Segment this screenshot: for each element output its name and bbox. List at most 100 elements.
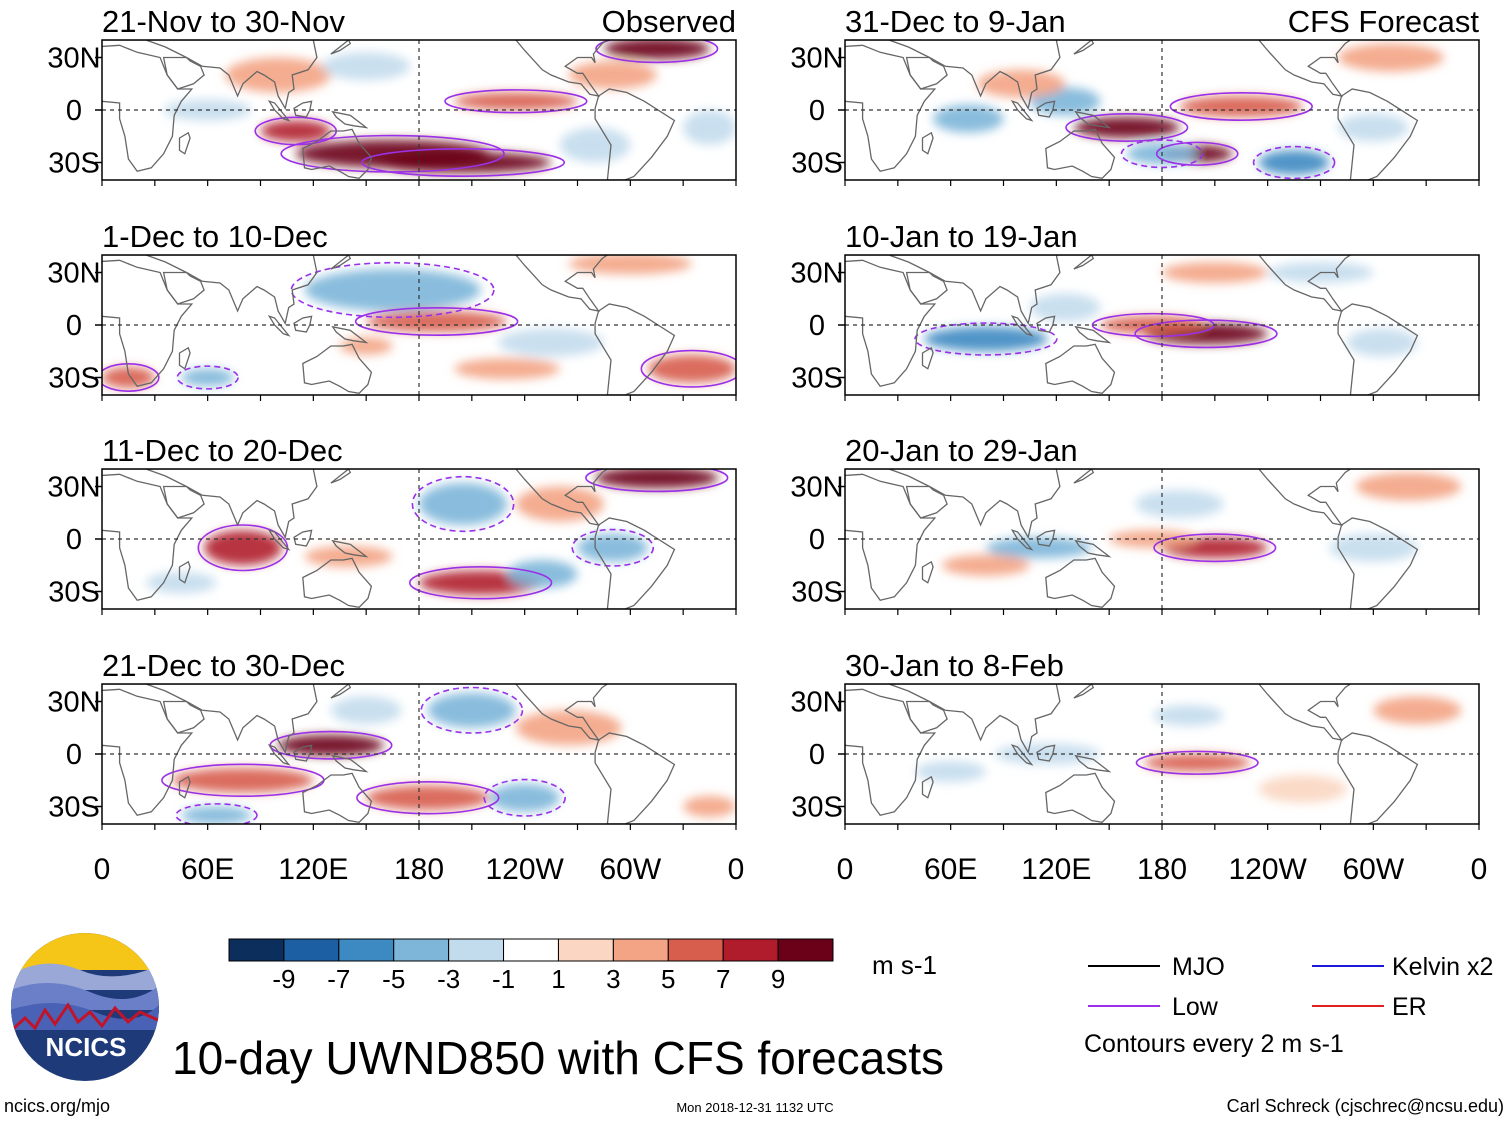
colorbar-swatch <box>393 938 450 962</box>
anomaly-blob <box>427 692 516 728</box>
coastline-namerica <box>1258 40 1352 97</box>
low-contour <box>356 781 500 815</box>
low-contour <box>354 307 519 336</box>
legend-label-mjo: MJO <box>1172 953 1225 981</box>
anomaly-field <box>102 255 736 388</box>
anomaly-blob <box>985 537 1092 559</box>
anomaly-blob <box>339 337 393 355</box>
x-tick-label: 60W <box>599 853 661 886</box>
coastline-madagascar <box>921 560 934 584</box>
coastline-africa <box>845 688 937 817</box>
coastline-sumatra <box>1010 744 1034 766</box>
y-tick-label: 30N <box>790 43 843 75</box>
coastline-namerica <box>1258 469 1352 526</box>
anomaly-blob <box>1346 328 1418 357</box>
coastline-newguinea <box>1074 325 1112 344</box>
panel-forecast-1: 30N 0 30S 10-Jan to 19-Jan <box>790 219 1480 401</box>
y-tick-label: 30N <box>47 258 100 290</box>
coastline-japan <box>1073 255 1095 270</box>
anomaly-blob <box>278 734 384 756</box>
anomaly-blob <box>683 796 736 817</box>
legend-label-kelvin: Kelvin x2 <box>1392 953 1493 981</box>
coastline-japan <box>1073 40 1095 55</box>
coastline-samerica <box>594 732 676 824</box>
low-contour <box>571 528 655 567</box>
low-contour <box>1252 145 1336 180</box>
coastline-eurasia <box>102 684 349 755</box>
panel-observed-2: 30N 0 30S 11-Dec to 20-Dec <box>47 433 737 615</box>
coastline-eurasia <box>102 469 349 540</box>
y-tick-label: 30S <box>48 363 100 395</box>
anomaly-blob <box>181 806 252 824</box>
column-label: Observed <box>602 4 736 39</box>
y-tick-label: 30S <box>48 792 100 824</box>
colorbar-tick-label: 5 <box>661 964 675 994</box>
coastline-madagascar <box>178 346 191 370</box>
coastline-namerica <box>515 469 609 526</box>
colorbar-tick-label: -9 <box>272 964 295 994</box>
coastline-madagascar <box>921 775 934 799</box>
coastline-japan <box>1073 684 1095 699</box>
anomaly-blob <box>1179 96 1303 117</box>
coastlines <box>102 684 676 824</box>
anomaly-blob <box>498 328 604 357</box>
x-tick-label: 60E <box>181 853 234 886</box>
column-label: CFS Forecast <box>1288 4 1480 39</box>
coastline-japan <box>330 469 352 484</box>
low-contour <box>1065 113 1189 142</box>
coastline-eurasia <box>102 255 349 326</box>
y-tick-label: 0 <box>809 310 825 342</box>
coastline-newguinea <box>331 325 369 344</box>
anomaly-blob <box>577 533 648 562</box>
coastline-namerica <box>515 255 609 312</box>
panel-observed-0: 30N 0 30S 21-Nov to 30-Nov Observed <box>47 4 737 186</box>
x-tick-label: 60W <box>1342 853 1404 886</box>
anomaly-blob <box>374 152 552 173</box>
y-tick-label: 30N <box>47 687 100 719</box>
y-tick-label: 30N <box>47 472 100 504</box>
x-tick-label: 60E <box>924 853 977 886</box>
anomaly-blob <box>304 269 481 311</box>
coastline-newguinea <box>1074 754 1112 773</box>
panel-period-label: 20-Jan to 29-Jan <box>845 433 1078 468</box>
low-contour <box>1155 141 1239 166</box>
coastline-sumatra <box>267 100 291 122</box>
colorbar-tick-label: 7 <box>716 964 730 994</box>
low-contour <box>595 40 719 64</box>
x-tick-label: 180 <box>394 853 444 886</box>
x-tick-label: 120E <box>1021 853 1091 886</box>
y-tick-label: 30S <box>791 148 843 180</box>
x-tick-label: 120E <box>278 853 348 886</box>
colorbar-swatch <box>338 938 395 962</box>
anomaly-blob <box>595 469 719 489</box>
ncics-logo: NCICS <box>11 933 159 1081</box>
y-tick-label: 0 <box>66 310 82 342</box>
colorbar: -9 -7 -5 -3 -1 1 3 5 7 9 <box>228 938 834 994</box>
coastline-namerica <box>515 40 609 97</box>
coastline-samerica <box>594 303 676 395</box>
low-contour <box>290 261 495 319</box>
low-contour <box>585 469 729 493</box>
coastline-borneo <box>293 744 313 762</box>
anomaly-blob <box>489 783 560 812</box>
anomaly-field <box>163 40 736 173</box>
anomaly-blob <box>1258 150 1330 175</box>
y-tick-label: 0 <box>809 739 825 771</box>
y-tick-label: 30S <box>791 363 843 395</box>
panels-group: 30N 0 30S 21-Nov to 30-Nov Observed 30N 0 30S 1-… <box>47 4 1480 830</box>
panel-period-label: 31-Dec to 9-Jan <box>845 4 1066 39</box>
footer-timestamp: Mon 2018-12-31 1132 UTC <box>676 1100 833 1115</box>
anomaly-blob <box>172 768 314 793</box>
colorbar-swatch <box>777 938 834 962</box>
coastline-australia <box>302 557 373 608</box>
y-tick-label: 30N <box>790 258 843 290</box>
coastline-madagascar <box>178 775 191 799</box>
coastline-africa <box>102 259 194 388</box>
footer-url[interactable]: ncics.org/mjo <box>4 1096 110 1116</box>
coastlines <box>845 469 1419 609</box>
coastline-australia <box>1045 772 1116 823</box>
anomaly-blob <box>1355 472 1462 501</box>
coastline-africa <box>845 473 937 602</box>
x-tick-label: 180 <box>1137 853 1187 886</box>
